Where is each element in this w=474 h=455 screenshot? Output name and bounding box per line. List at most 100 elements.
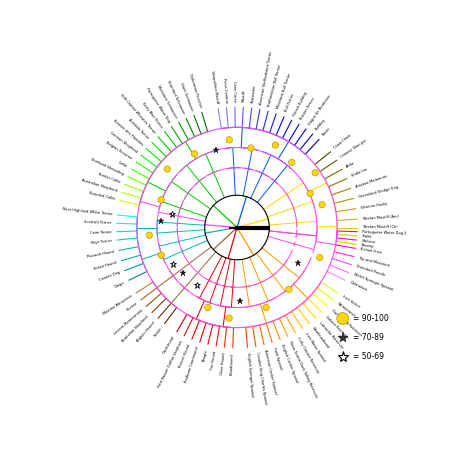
Text: Bearded Collie: Bearded Collie bbox=[89, 192, 115, 201]
Text: Dachshund: Dachshund bbox=[163, 335, 176, 355]
Text: Flat Coated Retriever: Flat Coated Retriever bbox=[330, 308, 363, 337]
Text: Afghan Hound: Afghan Hound bbox=[136, 321, 156, 343]
Text: Cane Corso: Cane Corso bbox=[232, 81, 237, 102]
Text: Welsh Springer Spaniel: Welsh Springer Spaniel bbox=[353, 273, 393, 292]
Circle shape bbox=[248, 145, 254, 151]
Text: Golden Retriever: Golden Retriever bbox=[324, 315, 349, 339]
Text: English Cocker Spaniel: English Cocker Spaniel bbox=[280, 344, 299, 384]
Text: Border Collie: Border Collie bbox=[97, 172, 120, 184]
Text: Kerry Blue Terrier: Kerry Blue Terrier bbox=[141, 101, 163, 128]
Text: Belgian Tervuren: Belgian Tervuren bbox=[105, 141, 133, 161]
Text: Airedale Terrier: Airedale Terrier bbox=[128, 118, 150, 140]
Text: Rottweiler: Rottweiler bbox=[250, 84, 256, 103]
Text: Scottish Terrier: Scottish Terrier bbox=[84, 220, 112, 225]
Circle shape bbox=[286, 286, 292, 293]
Text: Anatolian Shepherd: Anatolian Shepherd bbox=[121, 315, 150, 343]
Text: West Highland White Terrier: West Highland White Terrier bbox=[62, 207, 112, 217]
Text: Dalmatian: Dalmatian bbox=[349, 281, 368, 293]
Text: Fox Hound: Fox Hound bbox=[210, 351, 217, 370]
Text: Basset Hound: Basset Hound bbox=[179, 343, 192, 368]
Text: Mastino Abruzzese: Mastino Abruzzese bbox=[102, 294, 133, 316]
Text: American Staffordshire Terrier: American Staffordshire Terrier bbox=[259, 51, 273, 105]
Text: Leviero Maremmano: Leviero Maremmano bbox=[113, 308, 144, 336]
Text: Beagle: Beagle bbox=[201, 349, 209, 362]
Text: Canaan Dog: Canaan Dog bbox=[98, 271, 120, 282]
Text: Cairn Terrier: Cairn Terrier bbox=[90, 230, 112, 235]
Circle shape bbox=[317, 254, 323, 261]
Text: Tibetan Mastiff (Am): Tibetan Mastiff (Am) bbox=[362, 214, 399, 221]
Text: Weimaraner: Weimaraner bbox=[336, 301, 356, 318]
Text: Curly Coated Retriever: Curly Coated Retriever bbox=[296, 336, 319, 374]
Circle shape bbox=[263, 304, 269, 311]
Text: Boston Terrier: Boston Terrier bbox=[300, 97, 316, 121]
Circle shape bbox=[191, 151, 198, 157]
Text: Saluki: Saluki bbox=[153, 327, 163, 338]
Text: Shetland Sheepdog: Shetland Sheepdog bbox=[90, 157, 124, 176]
Text: Field Spaniel: Field Spaniel bbox=[272, 347, 283, 370]
Text: Bloodhound: Bloodhound bbox=[230, 353, 235, 375]
Text: Nova Scotia Duck Tolling Retriever: Nova Scotia Duck Tolling Retriever bbox=[288, 340, 318, 399]
Text: Boxer: Boxer bbox=[321, 127, 331, 137]
Text: Petit Basset Griffon Vendeen: Petit Basset Griffon Vendeen bbox=[157, 339, 184, 388]
Text: English Springer Spaniel: English Springer Spaniel bbox=[246, 352, 254, 397]
Text: = 90-100: = 90-100 bbox=[353, 314, 389, 323]
Circle shape bbox=[226, 136, 233, 143]
Text: American Cocker Spaniel: American Cocker Spaniel bbox=[263, 349, 277, 394]
Circle shape bbox=[319, 202, 325, 208]
Text: Bichon Frise: Bichon Frise bbox=[360, 248, 383, 255]
Text: Shiba Inu: Shiba Inu bbox=[351, 168, 368, 178]
Circle shape bbox=[337, 313, 348, 324]
Text: Neapolitan Mastiff: Neapolitan Mastiff bbox=[210, 71, 219, 104]
Circle shape bbox=[226, 315, 232, 321]
Text: Staffordshire Bull Terrier: Staffordshire Bull Terrier bbox=[267, 64, 283, 107]
Text: French Bulldog: French Bulldog bbox=[292, 91, 308, 116]
Text: Skye Terrier: Skye Terrier bbox=[91, 238, 112, 245]
Text: Newfoundland: Newfoundland bbox=[311, 327, 330, 350]
Text: Toy and Miniature: Toy and Miniature bbox=[358, 256, 390, 268]
Text: Cavalier King Charles Spaniel: Cavalier King Charles Spaniel bbox=[255, 351, 267, 404]
Circle shape bbox=[205, 304, 211, 311]
Text: Dogue de Bordeaux: Dogue de Bordeaux bbox=[307, 94, 331, 126]
Text: Portuguese Water Dog 2: Portuguese Water Dog 2 bbox=[362, 230, 407, 235]
Text: Xigou: Xigou bbox=[362, 234, 373, 239]
Text: Otter Hound: Otter Hound bbox=[219, 352, 226, 375]
Text: Collie: Collie bbox=[118, 160, 128, 168]
Text: = 70-89: = 70-89 bbox=[353, 333, 384, 342]
Text: Bulldog: Bulldog bbox=[314, 118, 326, 131]
Text: Australian Shepherd: Australian Shepherd bbox=[81, 178, 118, 193]
Circle shape bbox=[272, 142, 279, 148]
Text: Ibizan Hound: Ibizan Hound bbox=[93, 260, 117, 271]
Text: Giant Schnauzer: Giant Schnauzer bbox=[180, 81, 194, 111]
Text: Doberman Pinscher: Doberman Pinscher bbox=[188, 73, 202, 108]
Text: Labrador Retriever: Labrador Retriever bbox=[318, 321, 343, 349]
Text: Siberian Husky: Siberian Husky bbox=[361, 202, 388, 210]
Text: Soft Coated Wheaten Terrier: Soft Coated Wheaten Terrier bbox=[119, 93, 156, 134]
Circle shape bbox=[158, 252, 164, 258]
Text: Akita: Akita bbox=[346, 160, 356, 168]
Circle shape bbox=[146, 232, 153, 238]
Text: Standard Poodle: Standard Poodle bbox=[356, 264, 385, 278]
Text: Alaskan Malamute: Alaskan Malamute bbox=[355, 174, 388, 188]
Circle shape bbox=[289, 159, 295, 166]
Text: Dingo: Dingo bbox=[114, 281, 125, 289]
Text: Presa Canario: Presa Canario bbox=[222, 77, 228, 103]
Text: Kuvasz: Kuvasz bbox=[126, 301, 138, 312]
Text: Chow Chow: Chow Chow bbox=[333, 134, 352, 150]
Circle shape bbox=[158, 197, 164, 203]
Text: Miniature Bull Terrier: Miniature Bull Terrier bbox=[276, 73, 292, 110]
Text: Irish Water Spaniel: Irish Water Spaniel bbox=[304, 332, 326, 363]
Text: Portuguese Water Dog: Portuguese Water Dog bbox=[145, 87, 170, 123]
Circle shape bbox=[307, 190, 313, 197]
Text: German Shepherd: German Shepherd bbox=[109, 131, 138, 154]
Circle shape bbox=[312, 170, 319, 176]
Text: Maltese: Maltese bbox=[362, 238, 376, 244]
Text: Standard Schnauzer: Standard Schnauzer bbox=[166, 80, 186, 115]
Circle shape bbox=[164, 166, 171, 172]
Text: Chinese Shar-pei: Chinese Shar-pei bbox=[340, 139, 367, 159]
Text: Bouvier des Flandres: Bouvier des Flandres bbox=[112, 119, 144, 147]
Text: Redbone Coonhound: Redbone Coonhound bbox=[184, 346, 200, 384]
Text: Basenji: Basenji bbox=[361, 243, 374, 249]
Text: Irish Setter: Irish Setter bbox=[341, 294, 360, 308]
Text: = 50-69: = 50-69 bbox=[353, 352, 384, 361]
Text: Tibetan Mastiff (Ch): Tibetan Mastiff (Ch) bbox=[363, 226, 398, 229]
